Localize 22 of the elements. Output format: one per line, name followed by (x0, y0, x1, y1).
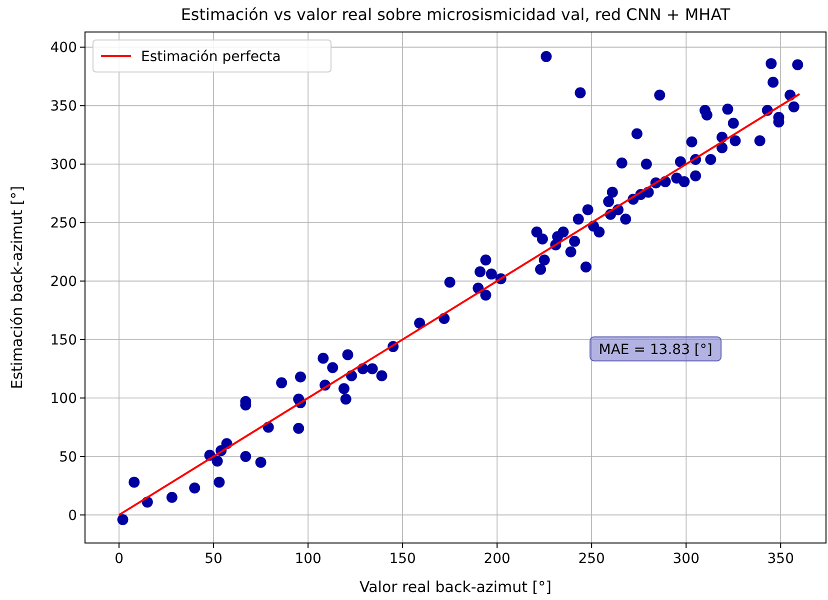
y-tick-label: 300 (50, 157, 77, 174)
x-tick-label: 350 (767, 551, 794, 567)
y-tick-label: 100 (50, 391, 77, 407)
x-tick-label: 150 (389, 551, 416, 567)
y-tick-label: 0 (68, 508, 77, 524)
x-tick-label: 300 (672, 551, 700, 567)
annotation: MAE = 13.83 [°] (598, 342, 712, 358)
legend-label: Estimación perfecta (141, 49, 281, 65)
x-tick-label: 200 (484, 551, 510, 567)
y-tick-label: 50 (59, 449, 77, 466)
y-axis-title: Estimación back-azimut [°] (8, 186, 26, 390)
x-tick-label: 250 (578, 551, 605, 567)
y-tick-label: 150 (50, 332, 77, 349)
y-tick-label: 400 (50, 40, 77, 56)
x-tick-label: 0 (114, 551, 124, 567)
y-tick-label: 250 (50, 216, 77, 232)
chart-title: Estimación vs valor real sobre microsismicidad val, red CNN + MHAT (180, 5, 730, 24)
x-tick-label: 50 (204, 551, 222, 567)
y-tick-label: 200 (50, 274, 77, 290)
x-axis-title: Valor real back-azimut [°] (359, 578, 552, 596)
x-tick-label: 100 (294, 551, 322, 567)
y-tick-label: 350 (50, 98, 77, 115)
